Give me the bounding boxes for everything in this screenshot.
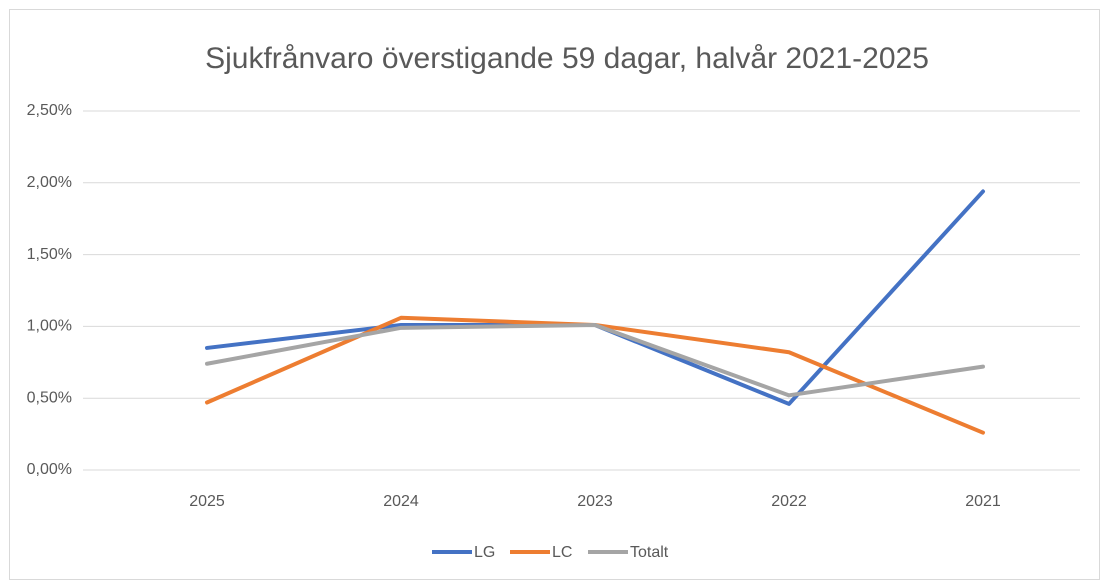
chart-title: Sjukfrånvaro överstigande 59 dagar, halv…	[205, 42, 929, 75]
y-tick-label: 0,50%	[27, 389, 72, 406]
x-tick-label: 2023	[577, 493, 613, 510]
y-tick-label: 2,50%	[27, 102, 72, 119]
y-tick-label: 2,00%	[27, 174, 72, 191]
y-tick-label: 1,50%	[27, 246, 72, 263]
chart-border	[9, 9, 1100, 580]
legend-label: LG	[474, 544, 495, 561]
legend-label: LC	[552, 544, 572, 561]
x-tick-label: 2021	[965, 493, 1001, 510]
y-tick-label: 0,00%	[27, 461, 72, 478]
x-tick-label: 2024	[383, 493, 419, 510]
x-tick-label: 2025	[189, 493, 225, 510]
legend-label: Totalt	[630, 544, 669, 561]
x-tick-label: 2022	[771, 493, 807, 510]
series-line	[205, 322, 985, 398]
y-tick-label: 1,00%	[27, 318, 72, 335]
